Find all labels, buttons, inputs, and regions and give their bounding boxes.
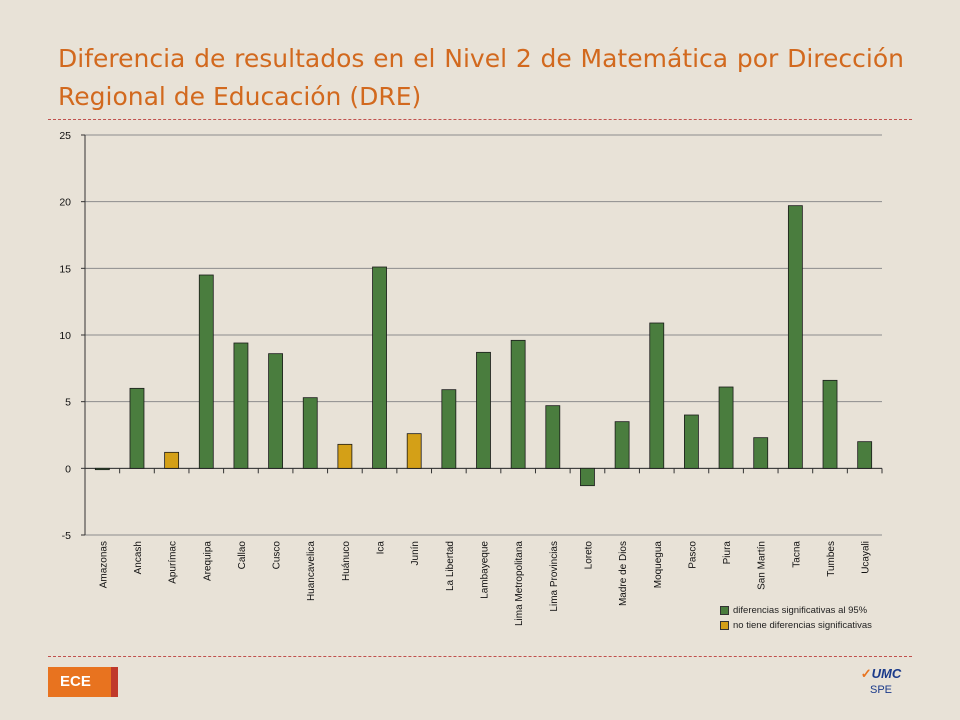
x-tick-label: Cusco <box>272 541 283 570</box>
bar <box>94 467 110 471</box>
bar <box>510 339 526 469</box>
chart-legend: diferencias significativas al 95% no tie… <box>720 603 872 633</box>
top-divider <box>48 119 912 120</box>
bar <box>649 322 665 469</box>
ece-badge: ECE <box>48 667 118 697</box>
x-tick-label: Ancash <box>133 541 144 574</box>
y-tick-label: 15 <box>59 263 71 275</box>
bar <box>233 342 249 469</box>
x-tick-label: San Martín <box>757 541 768 590</box>
bar <box>857 441 873 469</box>
logo-text: UMC <box>871 666 902 681</box>
x-tick-label: Lima Metropolitana <box>514 541 525 626</box>
y-tick-label: 0 <box>65 463 71 475</box>
chart-bars <box>94 205 873 487</box>
x-tick-label: Ucayali <box>861 541 872 574</box>
x-tick-label: Callao <box>237 541 248 570</box>
bar <box>198 274 214 469</box>
bottom-divider <box>48 656 912 657</box>
bar <box>268 353 283 469</box>
bar <box>753 437 769 469</box>
x-tick-label: Ica <box>376 541 387 555</box>
bar <box>441 389 457 469</box>
bar <box>164 451 180 469</box>
legend-item-not-significant: no tiene diferencias significativas <box>720 618 872 633</box>
umc-logo-icon: ✓ <box>860 666 872 681</box>
bar <box>684 414 699 469</box>
legend-swatch-not-significant <box>720 621 729 630</box>
x-tick-label: Huancavelica <box>306 541 317 601</box>
x-tick-label: Tacna <box>791 541 802 568</box>
bar <box>337 443 353 469</box>
bar <box>476 351 491 469</box>
x-tick-label: Apurímac <box>168 541 179 584</box>
bar <box>787 205 803 469</box>
x-tick-label: Amazonas <box>98 541 109 588</box>
x-tick-label: Piura <box>722 541 733 565</box>
y-tick-label: 25 <box>59 130 71 142</box>
bar <box>406 433 422 469</box>
logo-subtitle: SPE <box>869 684 892 696</box>
y-tick-label: 20 <box>59 197 71 209</box>
bar <box>614 421 630 469</box>
bar <box>545 405 561 469</box>
umc-logo: ✓UMC SPE <box>856 666 906 696</box>
x-tick-label: Tumbes <box>826 541 837 577</box>
y-tick-labels: -5 0 5 10 15 20 25 <box>59 130 71 542</box>
x-tick-label: Pasco <box>687 541 698 569</box>
x-tick-labels: Amazonas Ancash Apurímac Arequipa Callao Cusc… <box>98 541 871 626</box>
slide-title: Diferencia de resultados en el Nivel 2 d… <box>58 44 904 111</box>
x-tick-label: Moquegua <box>653 541 664 589</box>
x-tick-label: Lambayeque <box>480 541 491 599</box>
x-tick-label: Junín <box>410 541 421 565</box>
bar <box>822 379 838 469</box>
x-tick-label: Madre de Dios <box>618 541 629 606</box>
y-tick-label: -5 <box>62 530 71 542</box>
legend-swatch-significant <box>720 606 729 615</box>
bar-chart: -5 0 5 10 15 20 25 Amazonas Ancash Apurímac Arequ… <box>59 130 883 626</box>
bar <box>129 387 145 469</box>
x-tick-label: Huánuco <box>341 541 352 581</box>
bar <box>718 386 734 469</box>
x-tick-label: Loreto <box>583 541 594 570</box>
legend-label-significant: diferencias significativas al 95% <box>733 605 868 616</box>
legend-item-significant: diferencias significativas al 95% <box>720 603 872 618</box>
bar <box>580 467 595 487</box>
x-tick-label: Lima Provincias <box>549 541 560 612</box>
bar <box>302 397 318 469</box>
x-tick-label: La Libertad <box>445 541 456 591</box>
bar <box>372 266 387 469</box>
y-tick-label: 10 <box>59 330 71 342</box>
y-tick-label: 5 <box>65 397 71 409</box>
legend-label-not-significant: no tiene diferencias significativas <box>733 620 872 631</box>
x-tick-label: Arequipa <box>202 541 213 581</box>
